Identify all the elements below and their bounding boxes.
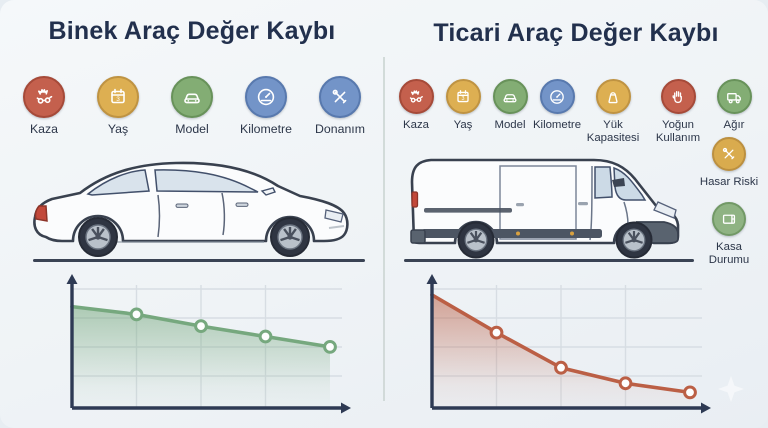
factor-row-ticari: Kaza 3 Yaş Model Kilometre Yük Kapasitesi Yoğu…	[386, 79, 764, 145]
factor-label: Yoğun Kullanım	[655, 119, 701, 144]
crash-icon	[398, 79, 434, 114]
factor-kilometre: Kilometre	[532, 79, 582, 132]
weight-icon	[595, 79, 631, 114]
factor-kilometre: Kilometre	[238, 76, 295, 137]
factor-model: Model	[164, 76, 221, 137]
sedan-illustration	[33, 161, 349, 257]
sedan-rear-wheel	[78, 217, 118, 257]
factor-kaza: Kaza	[394, 79, 438, 132]
factor-kasa-durumu: Kasa Durumu	[695, 201, 763, 267]
factor-a-r: Ağır	[712, 79, 756, 132]
ground-line-ticari	[404, 259, 694, 262]
page-title-binek: Binek Araç Değer Kaybı	[48, 17, 336, 45]
speedometer-icon	[539, 79, 575, 114]
factor-label: Model	[494, 119, 526, 131]
car-icon	[171, 76, 213, 118]
depreciation-chart-binek	[66, 274, 351, 414]
svg-text:3: 3	[461, 96, 464, 102]
factor-label: Yaş	[107, 122, 129, 136]
factor-label: Kilometre	[532, 119, 582, 131]
factor-model: Model	[488, 79, 532, 132]
factor-row-binek: Kaza 3 Yaş Model Kilometre Donanım	[6, 76, 378, 137]
factor-label: Model	[175, 122, 209, 136]
car-icon	[492, 79, 528, 114]
factor-label: Donanım	[315, 122, 365, 136]
factor-kaza: Kaza	[16, 76, 73, 137]
speedometer-icon	[245, 76, 287, 118]
cargo-box-icon	[712, 201, 746, 236]
calendar-icon: 3	[97, 76, 139, 118]
tools-icon	[319, 76, 361, 118]
hand-icon	[660, 79, 696, 114]
van-rear-wheel	[457, 221, 495, 259]
factor-ya: 3 Yaş	[441, 79, 485, 132]
factor-label: Ağır	[723, 119, 745, 131]
factor-label: Yaş	[453, 119, 473, 131]
factor-label: Kaza	[29, 122, 59, 136]
crash-icon	[23, 76, 65, 118]
sedan-front-wheel	[270, 217, 310, 257]
factor-column-ticari-extra: Hasar Riski Kasa Durumu	[695, 137, 763, 267]
depreciation-chart-ticari	[426, 274, 711, 414]
factor-y-k-kapasitesi: Yük Kapasitesi	[582, 79, 644, 145]
page-title-ticari: Ticari Araç Değer Kaybı	[433, 19, 719, 47]
factor-label: Yük Kapasitesi	[586, 119, 640, 144]
repair-tools-icon	[712, 137, 746, 171]
factor-ya: 3 Yaş	[90, 76, 147, 137]
factor-label: Hasar Riski	[699, 176, 759, 188]
factor-label: Kilometre	[240, 122, 292, 136]
ground-line-binek	[33, 259, 365, 262]
sparkle-icon	[718, 376, 744, 402]
factor-hasar-riski: Hasar Riski	[695, 137, 763, 189]
panel-divider	[383, 57, 385, 401]
van-illustration	[410, 158, 680, 259]
calendar-icon: 3	[445, 79, 481, 114]
svg-text:3: 3	[116, 96, 120, 103]
truck-icon	[716, 79, 752, 114]
factor-yo-un-kullan-m: Yoğun Kullanım	[647, 79, 709, 145]
van-front-wheel	[615, 221, 653, 259]
factor-label: Kasa Durumu	[708, 240, 750, 266]
factor-donan-m: Donanım	[312, 76, 369, 137]
factor-label: Kaza	[403, 119, 429, 131]
